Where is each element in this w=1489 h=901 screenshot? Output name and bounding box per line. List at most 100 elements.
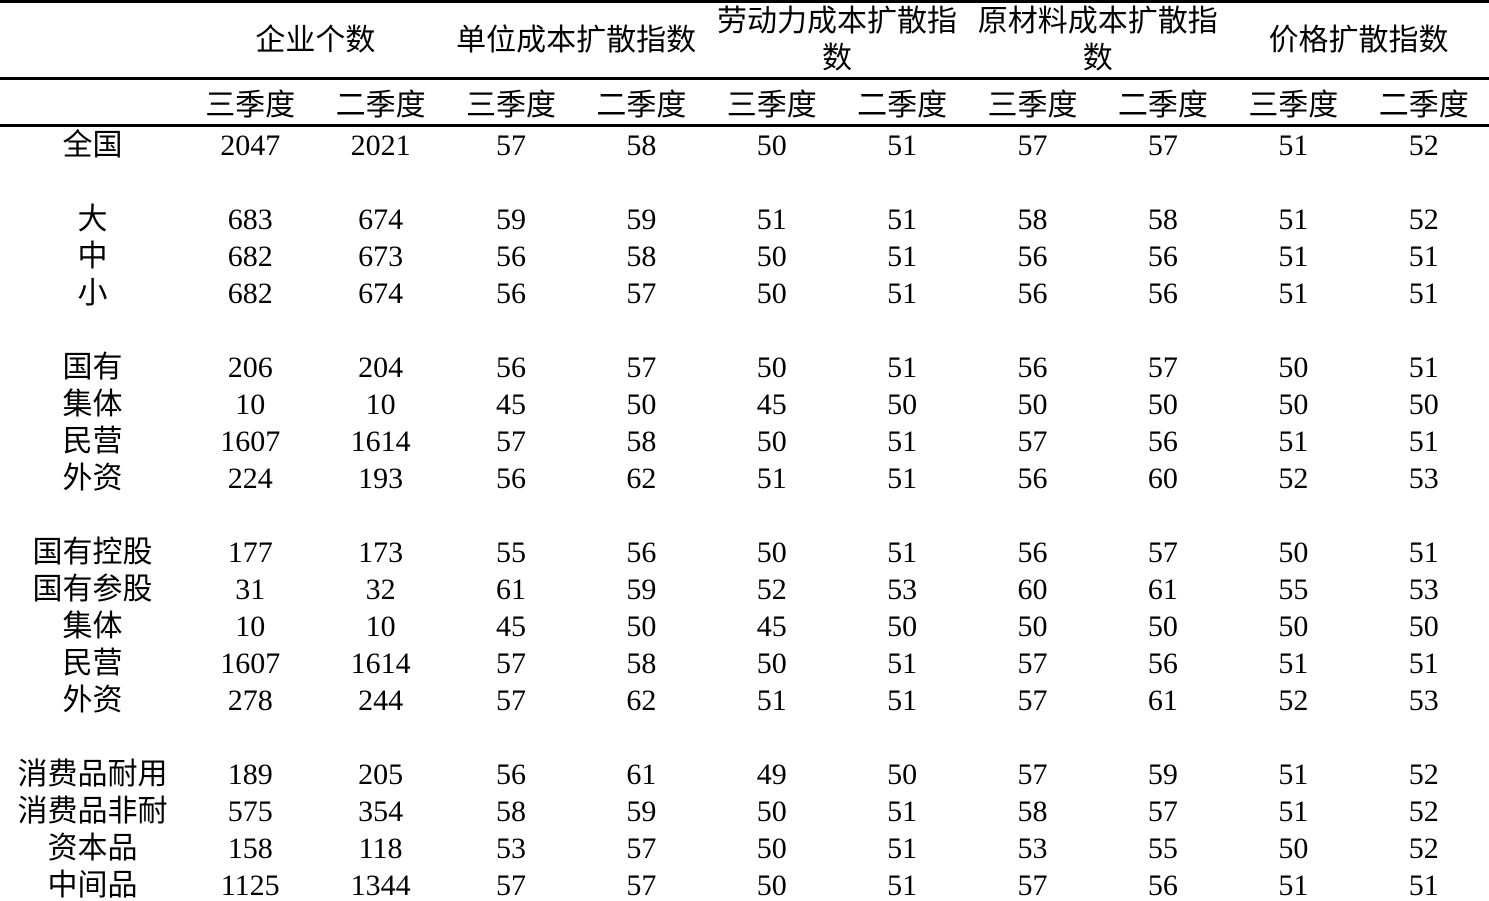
value-cell <box>1228 164 1358 201</box>
value-cell: 51 <box>887 536 918 569</box>
value-cell: 49 <box>756 758 787 791</box>
table-row: 国有控股 177 173 55 56 50 51 56 57 50 51 <box>0 534 1489 571</box>
value-cell: 10 <box>365 610 396 643</box>
quarter-header-q3: 三季度 <box>726 89 817 122</box>
value-cell: 51 <box>756 462 787 495</box>
value-cell: 53 <box>887 573 918 606</box>
value-cell: 204 <box>358 351 404 384</box>
value-cell <box>1098 164 1228 201</box>
value-cell: 50 <box>756 425 787 458</box>
row-label: 资本品 <box>47 832 138 865</box>
row-label: 民营 <box>62 647 123 680</box>
value-cell: 51 <box>887 203 918 236</box>
spacer-row <box>0 312 1489 349</box>
value-cell: 58 <box>495 795 526 828</box>
value-cell: 674 <box>358 203 404 236</box>
quarter-header-q2: 二季度 <box>596 89 687 122</box>
value-cell: 51 <box>1278 277 1309 310</box>
value-cell <box>967 164 1097 201</box>
value-cell: 683 <box>227 203 273 236</box>
value-cell: 58 <box>626 647 657 680</box>
value-cell: 50 <box>1017 610 1048 643</box>
row-label: 大 <box>77 203 108 236</box>
value-cell: 57 <box>626 277 657 310</box>
value-cell <box>185 312 315 349</box>
col-group-labor-cost-index: 劳动力成本扩散指数 <box>716 5 957 75</box>
value-cell: 50 <box>1278 351 1309 384</box>
value-cell: 60 <box>1147 462 1178 495</box>
value-cell <box>576 164 706 201</box>
value-cell: 56 <box>1147 647 1178 680</box>
corner-cell <box>0 79 185 126</box>
value-cell: 57 <box>626 832 657 865</box>
value-cell: 51 <box>1408 425 1439 458</box>
value-cell: 58 <box>1017 203 1048 236</box>
value-cell: 56 <box>1017 277 1048 310</box>
value-cell: 56 <box>1147 869 1178 901</box>
table-row: 资本品 158 118 53 57 50 51 53 55 50 52 <box>0 830 1489 867</box>
value-cell: 50 <box>887 610 918 643</box>
value-cell: 59 <box>626 573 657 606</box>
table-row: 集体 10 10 45 50 45 50 50 50 50 50 <box>0 608 1489 645</box>
group-header-row: 企业个数 单位成本扩散指数 劳动力成本扩散指数 原材料成本扩散指数 价格扩散指数 <box>0 2 1489 79</box>
value-cell: 57 <box>495 425 526 458</box>
value-cell: 57 <box>1017 647 1048 680</box>
value-cell: 51 <box>887 684 918 717</box>
value-cell: 51 <box>887 647 918 680</box>
value-cell: 1344 <box>350 869 411 901</box>
value-cell: 56 <box>495 277 526 310</box>
value-cell <box>707 164 837 201</box>
value-cell: 57 <box>1017 684 1048 717</box>
value-cell: 51 <box>1278 240 1309 273</box>
value-cell: 51 <box>887 869 918 901</box>
value-cell: 50 <box>1147 610 1178 643</box>
value-cell <box>576 312 706 349</box>
value-cell: 50 <box>756 240 787 273</box>
value-cell: 51 <box>1408 240 1439 273</box>
col-group-price-index: 价格扩散指数 <box>1268 23 1449 57</box>
value-cell: 51 <box>1408 869 1439 901</box>
value-cell <box>837 497 967 534</box>
row-label <box>0 719 185 756</box>
value-cell: 61 <box>495 573 526 606</box>
value-cell: 57 <box>495 129 526 162</box>
value-cell <box>185 497 315 534</box>
value-cell: 57 <box>495 684 526 717</box>
col-group-enterprise-count: 企业个数 <box>255 23 376 57</box>
value-cell <box>576 497 706 534</box>
value-cell: 57 <box>1017 758 1048 791</box>
row-label: 民营 <box>62 425 123 458</box>
value-cell: 52 <box>1408 758 1439 791</box>
value-cell: 52 <box>1278 462 1309 495</box>
value-cell <box>315 164 445 201</box>
value-cell: 51 <box>1408 277 1439 310</box>
row-label <box>0 164 185 201</box>
value-cell: 50 <box>1278 832 1309 865</box>
value-cell: 58 <box>626 129 657 162</box>
value-cell: 62 <box>626 684 657 717</box>
value-cell: 50 <box>1278 536 1309 569</box>
value-cell: 59 <box>1147 758 1178 791</box>
value-cell: 51 <box>1408 647 1439 680</box>
table-body: 全国 2047 2021 57 58 50 51 57 57 51 52 大 683 674 59 59 51 5… <box>0 126 1489 901</box>
value-cell <box>576 719 706 756</box>
value-cell: 57 <box>1017 869 1048 901</box>
value-cell: 55 <box>1147 832 1178 865</box>
value-cell <box>1359 719 1489 756</box>
value-cell: 56 <box>495 462 526 495</box>
value-cell: 56 <box>1017 240 1048 273</box>
value-cell: 62 <box>626 462 657 495</box>
value-cell <box>707 719 837 756</box>
value-cell: 57 <box>626 351 657 384</box>
value-cell: 52 <box>1408 129 1439 162</box>
value-cell: 50 <box>756 832 787 865</box>
value-cell: 1614 <box>350 647 411 680</box>
value-cell: 10 <box>235 610 266 643</box>
value-cell: 51 <box>1278 869 1309 901</box>
value-cell: 57 <box>626 869 657 901</box>
row-label: 国有控股 <box>32 536 153 569</box>
value-cell: 59 <box>626 795 657 828</box>
table-row: 中间品 1125 1344 57 57 50 51 57 56 51 51 <box>0 867 1489 901</box>
value-cell: 50 <box>887 758 918 791</box>
value-cell: 56 <box>1147 277 1178 310</box>
